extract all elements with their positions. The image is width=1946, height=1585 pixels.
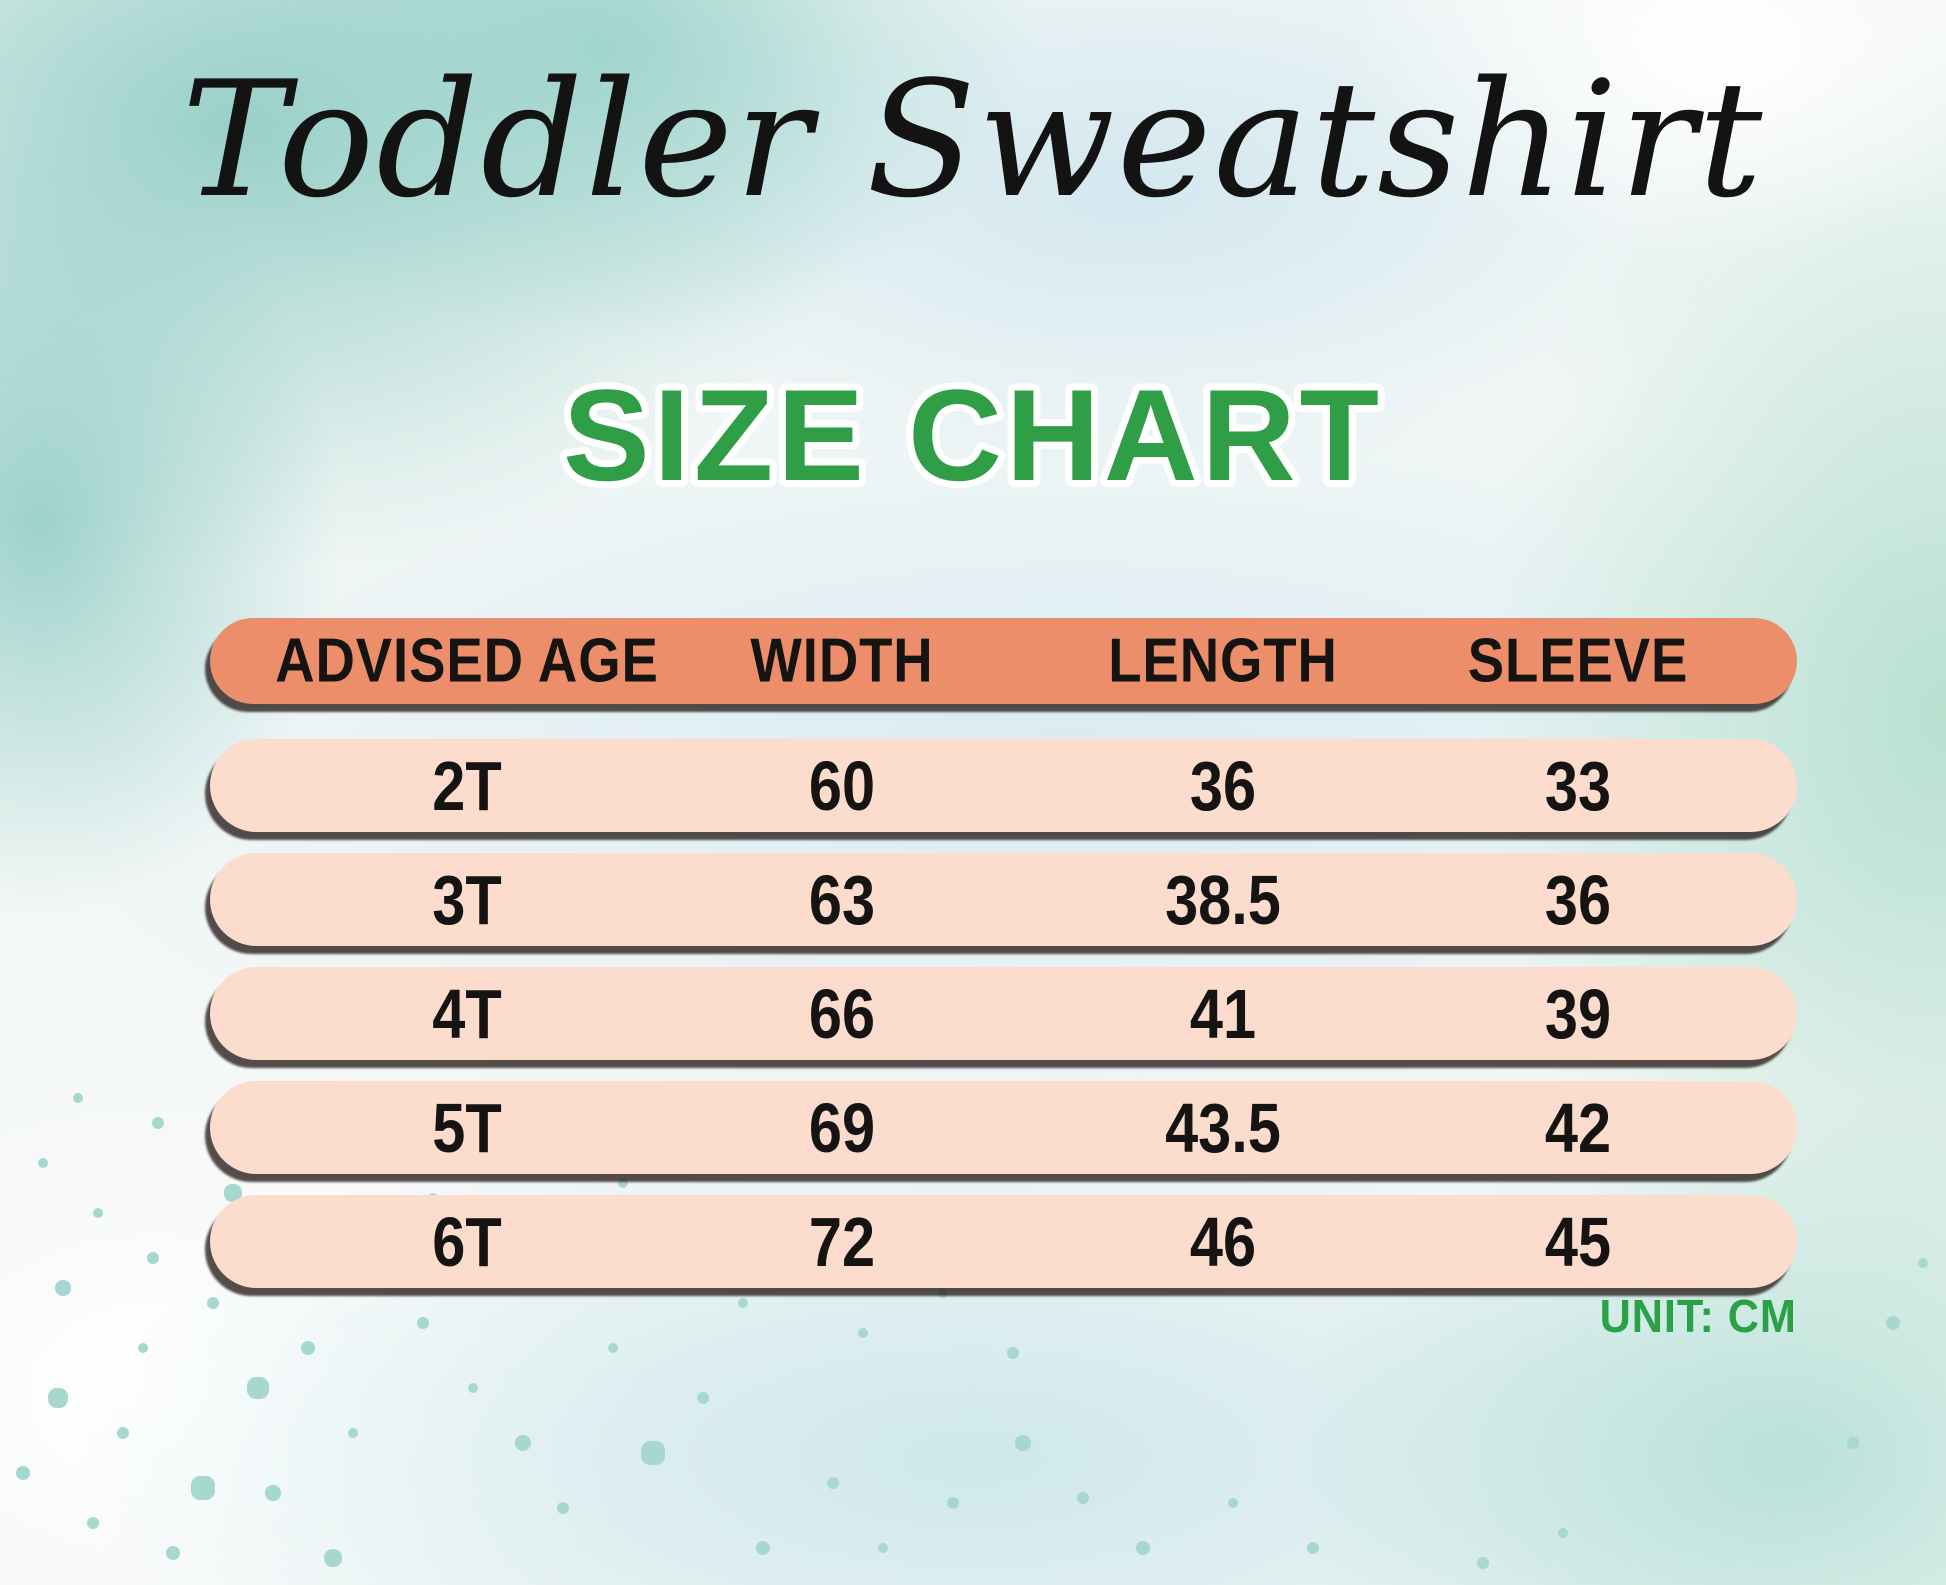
table-cell: 33	[1544, 746, 1612, 825]
table-cell: 66	[808, 974, 875, 1053]
table-cell: 69	[808, 1088, 875, 1167]
speckle-dots	[0, 0, 6, 6]
table-cell: 45	[1544, 1202, 1612, 1281]
table-cell: 36	[1189, 746, 1256, 825]
table-header-cell-sleeve: SLEEVE	[1467, 626, 1689, 696]
table-cell: 41	[1189, 974, 1256, 1053]
table-cell: 6T	[432, 1202, 502, 1281]
poster-title: Toddler Sweatshirt	[181, 46, 1765, 233]
table-row-5t: 5T 69 43.5 42	[210, 1081, 1797, 1174]
table-row-4t: 4T 66 41 39	[210, 967, 1797, 1060]
size-chart-heading-text: SIZE CHART	[563, 362, 1383, 508]
table-cell: 3T	[432, 860, 502, 939]
size-chart-heading: SIZE CHART	[556, 355, 1386, 515]
table-cell: 38.5	[1164, 860, 1281, 939]
table-header-cell-advised-age: ADVISED AGE	[275, 626, 659, 696]
table-cell: 4T	[432, 974, 502, 1053]
table-row-2t: 2T 60 36 33	[210, 739, 1797, 832]
table-cell: 72	[808, 1202, 875, 1281]
table-header-cell-length: LENGTH	[1107, 626, 1338, 696]
table-cell: 46	[1189, 1202, 1256, 1281]
table-row-6t: 6T 72 46 45	[210, 1195, 1797, 1288]
table-header-cell-width: WIDTH	[750, 626, 934, 696]
unit-note: UNIT: CM	[1599, 1290, 1797, 1342]
table-cell: 60	[808, 746, 875, 825]
table-cell: 5T	[432, 1088, 502, 1167]
table-header-row: ADVISED AGE WIDTH LENGTH SLEEVE	[210, 618, 1797, 704]
table-cell: 43.5	[1164, 1088, 1281, 1167]
table-cell: 39	[1544, 974, 1612, 1053]
table-cell: 36	[1544, 860, 1612, 939]
table-cell: 2T	[432, 746, 502, 825]
table-cell: 63	[808, 860, 875, 939]
table-cell: 42	[1544, 1088, 1612, 1167]
table-row-3t: 3T 63 38.5 36	[210, 853, 1797, 946]
